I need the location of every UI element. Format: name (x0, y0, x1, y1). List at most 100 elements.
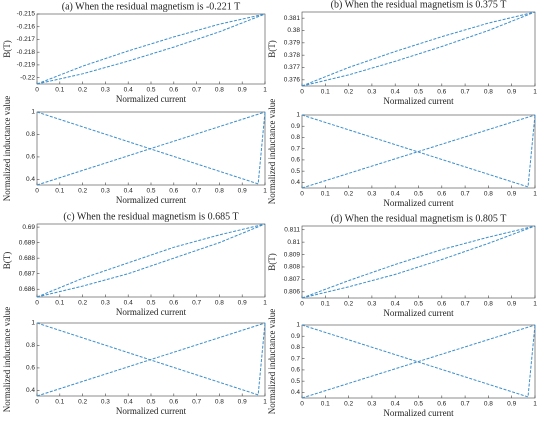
x-tick-label: 1 (533, 301, 537, 308)
y-axis-label: B(T) (267, 40, 277, 58)
x-tick-label: 0 (300, 191, 304, 198)
x-tick-label: 0.6 (169, 188, 178, 195)
x-tick-label: 0.3 (367, 401, 376, 408)
curve (36, 223, 266, 298)
x-tick-label: 0.3 (367, 301, 376, 308)
x-tick-label: 0.3 (367, 89, 376, 96)
x-tick-label: 0.2 (344, 401, 353, 408)
x-tick-label: 0.4 (124, 188, 133, 195)
x-tick-label: 0.3 (367, 191, 376, 198)
x-tick-label: 0.6 (437, 301, 446, 308)
y-tick-label: -0.219 (17, 62, 36, 69)
curve (36, 111, 266, 186)
y-tick-label: -0.216 (17, 23, 36, 30)
curve (36, 111, 266, 185)
y-axis-label: Normalized inductance value (267, 99, 277, 204)
x-tick-label: 0.8 (215, 399, 224, 406)
x-axis-label: Normalized current (116, 195, 187, 205)
chart-title: (d) When the residual magnetism is 0.805… (331, 213, 507, 224)
x-tick-label: 0.4 (391, 89, 400, 96)
x-tick-label: 0.4 (391, 301, 400, 308)
x-tick-label: 0.7 (461, 89, 470, 96)
x-axis-label: Normalized current (383, 308, 454, 318)
y-tick-label: 1 (296, 112, 300, 119)
y-tick-label: 1 (296, 322, 300, 329)
y-tick-label: 0.687 (19, 270, 36, 277)
x-tick-label: 0.8 (484, 401, 493, 408)
x-tick-label: 0.7 (461, 301, 470, 308)
x-tick-label: 0.3 (101, 300, 110, 307)
x-tick-label: 0 (300, 301, 304, 308)
x-tick-label: 0.2 (344, 89, 353, 96)
x-tick-label: 0.4 (124, 87, 133, 94)
x-tick-label: 0.7 (192, 399, 201, 406)
x-tick-label: 0.7 (192, 188, 201, 195)
y-tick-label: 0.4 (291, 179, 300, 186)
curve (301, 114, 536, 189)
x-tick-label: 0.2 (78, 188, 87, 195)
x-tick-label: 0.8 (484, 89, 493, 96)
x-tick-label: 0.4 (124, 399, 133, 406)
x-tick-label: 0.4 (391, 191, 400, 198)
x-tick-label: 0.5 (414, 301, 423, 308)
x-tick-label: 0.1 (55, 399, 64, 406)
x-tick-label: 0.5 (414, 89, 423, 96)
x-tick-label: 0.5 (146, 87, 155, 94)
x-tick-label: 0.2 (78, 87, 87, 94)
curve (301, 225, 536, 299)
y-tick-label: -0.217 (17, 36, 36, 43)
x-tick-label: 0 (35, 300, 39, 307)
y-tick-label: 0.4 (26, 387, 35, 394)
x-tick-label: 0.8 (484, 301, 493, 308)
y-tick-label: 0.81 (287, 239, 300, 246)
x-tick-label: 0.9 (507, 89, 516, 96)
x-tick-label: 0.5 (146, 399, 155, 406)
plot-frame (301, 11, 536, 87)
y-tick-label: 0.8 (26, 342, 35, 349)
y-tick-label: 1 (31, 320, 35, 327)
x-tick-label: 0.6 (169, 300, 178, 307)
y-tick-label: 0.7 (291, 145, 300, 152)
x-tick-label: 0.7 (461, 401, 470, 408)
x-tick-label: 0.6 (437, 191, 446, 198)
x-tick-label: 0 (35, 87, 39, 94)
x-tick-label: 0 (300, 401, 304, 408)
x-tick-label: 1 (533, 89, 537, 96)
x-tick-label: 0.9 (238, 399, 247, 406)
x-tick-label: 0 (35, 399, 39, 406)
x-tick-label: 0 (300, 89, 304, 96)
y-tick-label: 0.7 (291, 355, 300, 362)
y-tick-label: 0.38 (287, 27, 300, 34)
x-tick-label: 0.1 (55, 188, 64, 195)
y-axis-label: B(T) (2, 252, 12, 270)
x-tick-label: 0.6 (169, 399, 178, 406)
x-tick-label: 1 (263, 399, 267, 406)
y-tick-label: -0.218 (17, 49, 36, 56)
x-axis-label: Normalized current (383, 408, 454, 418)
x-tick-label: 0.3 (101, 87, 110, 94)
y-tick-label: 0.686 (19, 286, 36, 293)
y-tick-label: 0.6 (26, 365, 35, 372)
y-tick-label: 0.376 (284, 77, 301, 84)
x-tick-label: 1 (533, 401, 537, 408)
x-tick-label: 0.9 (238, 300, 247, 307)
curve (36, 322, 266, 397)
y-tick-label: -0.22 (20, 74, 35, 81)
x-tick-label: 0.6 (437, 401, 446, 408)
curve (301, 114, 536, 188)
y-tick-label: 0.6 (291, 367, 300, 374)
chart-title: (c) When the residual magnetism is 0.685… (63, 211, 238, 222)
x-tick-label: 0.7 (192, 300, 201, 307)
x-tick-label: 0.1 (321, 301, 330, 308)
y-tick-label: 0.9 (291, 333, 300, 340)
x-tick-label: 1 (263, 188, 267, 195)
y-tick-label: 0.8 (26, 131, 35, 138)
curve (301, 11, 536, 87)
x-tick-label: 0.3 (101, 399, 110, 406)
y-axis-label: Normalized inductance value (2, 307, 12, 412)
plot-frame (36, 13, 266, 85)
y-tick-label: 0.811 (284, 226, 300, 233)
curve (36, 13, 266, 85)
x-axis-label: Normalized current (116, 307, 187, 317)
y-axis-label: B(T) (267, 253, 277, 271)
